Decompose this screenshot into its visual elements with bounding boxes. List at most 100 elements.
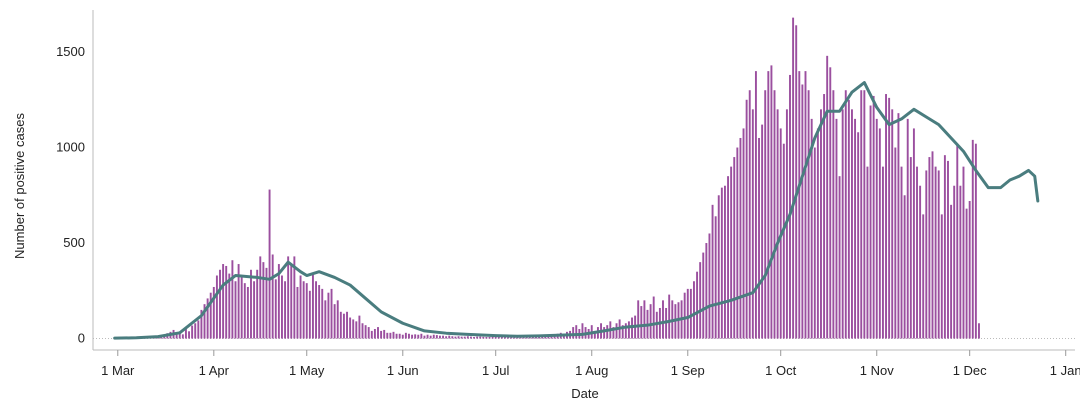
daily-bar [367,327,370,339]
daily-bar [299,275,302,339]
daily-bar [950,204,953,339]
daily-bar [377,327,379,339]
daily-bar [451,336,454,339]
daily-bar [175,332,178,339]
daily-bar [717,195,720,339]
daily-bar [358,315,361,339]
daily-bar [693,281,695,339]
daily-bar [473,337,475,339]
daily-bar [696,271,699,339]
daily-bar [491,336,494,339]
x-tick-label: 1 May [289,363,325,378]
daily-bar [500,336,503,339]
daily-bar [900,166,903,339]
daily-bar [720,187,723,339]
daily-bar [841,109,844,339]
daily-bar [751,109,754,339]
daily-bar [922,214,925,339]
daily-bar [928,157,931,339]
daily-bar [906,118,909,339]
daily-bar [438,335,441,339]
daily-bar [429,335,432,339]
daily-bar [621,325,624,339]
daily-bar [442,335,445,339]
daily-bar [838,176,841,339]
daily-bar [194,323,197,339]
daily-bar [318,285,321,339]
daily-bar [392,331,395,339]
daily-bar [296,286,299,339]
daily-bar [801,84,804,339]
daily-bar [404,332,407,339]
daily-bar [640,306,643,339]
daily-bar [662,300,664,339]
daily-bar [188,331,190,339]
daily-bar [225,265,228,339]
daily-bar [411,334,414,339]
daily-bar [308,290,311,339]
daily-bar [271,254,274,339]
daily-bar [686,288,689,339]
daily-bar [962,166,965,339]
daily-bar [200,309,203,339]
daily-bar [339,311,342,339]
daily-bar [943,155,946,339]
daily-bar [968,201,971,339]
daily-bar [683,292,686,339]
daily-bar [847,99,850,339]
daily-bar [723,185,726,339]
daily-bar [832,90,835,339]
daily-bar [256,269,259,339]
daily-bar [937,170,940,339]
daily-bar [259,256,262,339]
daily-bar [863,90,866,339]
daily-bar [476,336,479,339]
daily-bar [699,262,702,339]
daily-bar [302,281,305,339]
daily-bar [603,327,606,339]
x-axis-title: Date [571,386,598,401]
daily-bar [835,118,838,339]
bars-layer [113,17,980,339]
daily-bar [206,298,209,339]
daily-bar [184,328,187,339]
daily-bar [352,319,355,339]
daily-bar [497,336,500,339]
daily-bar [643,300,646,339]
daily-bar [420,333,423,339]
daily-bar [435,335,438,339]
daily-bar [321,288,324,339]
daily-bar [798,71,801,339]
x-tick-label: 1 Nov [860,363,894,378]
daily-bar [885,94,887,339]
daily-bar [668,294,671,339]
labels-layer: 0 500 1000 1500 1 Mar 1 Apr 1 May 1 Jun 1 Jul 1 A… [56,44,1080,378]
daily-bar [739,137,742,339]
daily-bar [813,147,816,339]
daily-bar [370,330,373,339]
daily-bar [209,292,212,339]
daily-bar [311,273,314,339]
daily-bar [466,336,469,339]
daily-bar [974,143,977,339]
daily-bar [826,55,829,339]
daily-bar [355,321,358,339]
y-tick-label: 0 [78,331,85,346]
daily-bar [342,313,345,339]
daily-bar [457,336,460,339]
daily-bar [624,323,627,339]
x-tick-label: 1 Mar [101,363,135,378]
daily-bar [881,166,884,339]
daily-bar [742,128,745,339]
daily-bar [454,336,457,339]
daily-bar [417,334,420,339]
daily-bar [823,94,826,339]
daily-bar [253,281,256,339]
daily-bar [448,335,451,339]
daily-bar [389,332,392,339]
daily-bar [615,323,618,339]
daily-bar [894,147,897,339]
daily-bar [181,334,184,339]
daily-bar [851,109,853,339]
